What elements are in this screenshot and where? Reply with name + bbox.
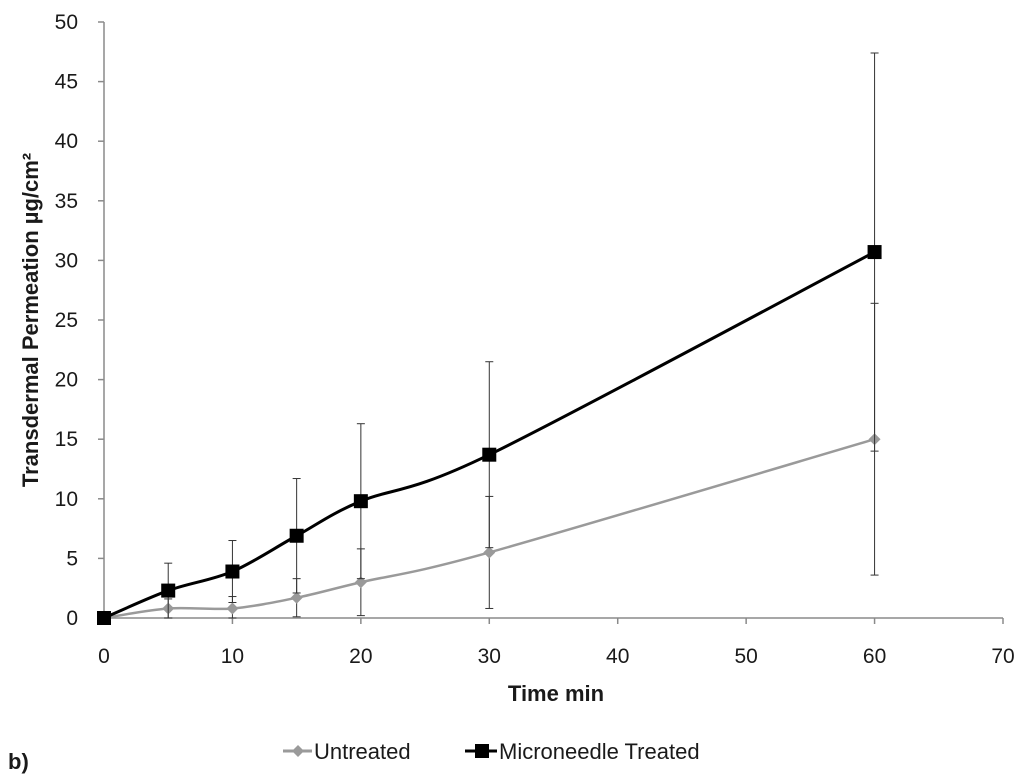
- y-tick-label: 25: [55, 309, 78, 332]
- data-point: [354, 576, 367, 589]
- data-point: [290, 591, 303, 604]
- x-tick-label: 0: [98, 645, 110, 668]
- x-axis-title: Time min: [508, 681, 604, 706]
- y-axis-title: Transdermal Permeation µg/cm²: [18, 153, 43, 487]
- series-layer: [97, 52, 882, 625]
- data-point: [289, 528, 304, 543]
- data-point: [226, 602, 239, 615]
- series-line: [103, 250, 876, 620]
- data-point: [482, 447, 497, 462]
- axes: 0 10 20 30 40 50 60 70 0 5 10 15 20 25 30 35 40 45 50: [55, 11, 1015, 668]
- y-tick-label: 20: [55, 369, 78, 392]
- data-point: [161, 583, 176, 598]
- x-tick-label: 30: [478, 645, 501, 668]
- x-tick-label: 60: [863, 645, 886, 668]
- legend: Untreated Microneedle Treated: [283, 739, 700, 764]
- y-tick-label: 50: [55, 11, 78, 34]
- legend-item: Untreated: [283, 739, 411, 764]
- data-point: [97, 611, 111, 625]
- y-tick-label: 40: [55, 130, 78, 153]
- legend-swatch-marker: [292, 745, 304, 757]
- series-microneedle-treated: [97, 52, 882, 625]
- data-point: [353, 494, 368, 509]
- legend-item: Microneedle Treated: [465, 739, 700, 764]
- x-tick-label: 40: [606, 645, 629, 668]
- y-tick-label: 30: [55, 249, 78, 272]
- data-point: [483, 546, 496, 559]
- x-tick-label: 20: [349, 645, 372, 668]
- y-tick-label: 5: [66, 547, 78, 570]
- data-point: [867, 245, 882, 260]
- y-tick-label: 35: [55, 190, 78, 213]
- data-point: [225, 564, 240, 579]
- x-tick-label: 50: [734, 645, 757, 668]
- y-tick-label: 45: [55, 71, 78, 94]
- y-tick-label: 15: [55, 428, 78, 451]
- y-ticks: 0 5 10 15 20 25 30 35 40 45 50: [55, 11, 104, 630]
- x-ticks: 0 10 20 30 40 50 60 70: [98, 618, 1015, 668]
- y-tick-label: 10: [55, 488, 78, 511]
- legend-label: Microneedle Treated: [499, 739, 700, 764]
- legend-swatch-marker: [475, 744, 489, 758]
- series-line: [103, 438, 875, 620]
- x-tick-label: 70: [991, 645, 1014, 668]
- panel-label: b): [8, 749, 29, 774]
- x-tick-label: 10: [221, 645, 244, 668]
- legend-label: Untreated: [314, 739, 411, 764]
- y-tick-label: 0: [66, 607, 78, 630]
